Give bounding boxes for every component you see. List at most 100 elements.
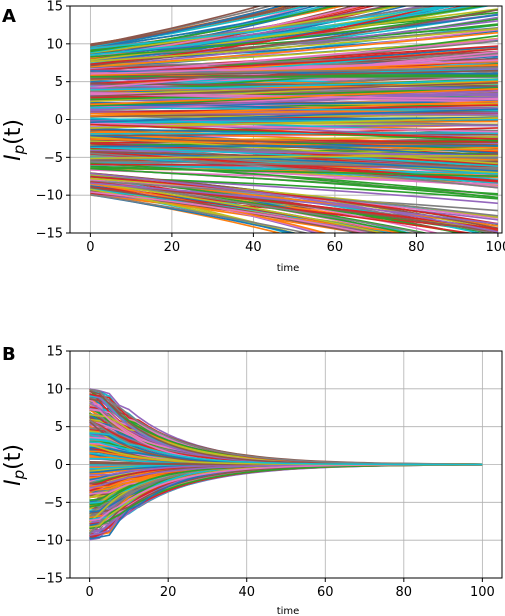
panel-a-ticks: 0 20 40 60 80 100 −15 −10 −5 0 5 10 15 xyxy=(36,0,505,255)
series-line xyxy=(90,52,498,68)
series-line xyxy=(90,75,498,78)
x-tick-label: 0 xyxy=(85,585,93,600)
series-line xyxy=(90,88,498,106)
panel-b-xlabel: time xyxy=(277,606,300,616)
series-line xyxy=(89,432,483,466)
series-line xyxy=(90,59,498,75)
x-tick-label: 20 xyxy=(160,585,177,600)
y-tick-label: 5 xyxy=(55,420,63,435)
series-line xyxy=(90,146,498,167)
x-tick-label: 80 xyxy=(396,585,413,600)
y-tick-label: 15 xyxy=(46,0,63,15)
y-tick-label: 5 xyxy=(55,75,63,90)
y-tick-label: −15 xyxy=(36,227,63,242)
series-line xyxy=(90,172,499,233)
x-tick-label: 20 xyxy=(164,240,181,255)
series-line xyxy=(90,89,498,111)
series-line xyxy=(90,6,405,54)
series-line xyxy=(90,100,498,117)
panel-b-chart: B Ip(t) 0 20 40 60 80 100 −15 −10 −5 0 5 10 15 time xyxy=(1,344,503,616)
series-line xyxy=(90,138,498,146)
x-tick-label: 40 xyxy=(238,585,255,600)
series-line xyxy=(90,28,498,63)
panel-a-ylabel: Ip(t) xyxy=(1,119,28,161)
panel-b-ylabel-sub: p xyxy=(10,470,28,481)
x-tick-label: 40 xyxy=(245,240,262,255)
y-tick-label: 15 xyxy=(46,345,63,360)
panel-a-series xyxy=(90,6,499,233)
series-line xyxy=(90,175,499,225)
panel-b-ylabel-main: I xyxy=(1,479,26,486)
series-line xyxy=(90,6,263,47)
series-line xyxy=(90,191,372,233)
series-line xyxy=(90,69,498,80)
svg-text:Ip(t): Ip(t) xyxy=(1,119,28,161)
series-line xyxy=(90,181,426,233)
series-line xyxy=(90,108,498,124)
x-tick-label: 100 xyxy=(470,585,495,600)
y-tick-label: −5 xyxy=(44,496,63,511)
series-line xyxy=(90,78,498,91)
panel-a-xlabel: time xyxy=(277,263,300,274)
panel-a-label: A xyxy=(2,6,16,27)
series-line xyxy=(90,150,498,172)
series-line xyxy=(90,122,498,126)
series-line xyxy=(90,8,499,58)
series-line xyxy=(90,6,449,50)
series-line xyxy=(90,141,498,147)
series-line xyxy=(90,193,310,233)
y-tick-label: 0 xyxy=(55,458,63,473)
series-line xyxy=(90,9,499,67)
panel-b-ylabel-tail: (t) xyxy=(1,444,26,470)
panel-b-label: B xyxy=(2,344,16,365)
series-line xyxy=(90,167,498,195)
series-line xyxy=(90,188,298,233)
series-line xyxy=(90,6,459,56)
x-tick-label: 60 xyxy=(317,585,334,600)
y-tick-label: 10 xyxy=(46,382,63,397)
panel-a-ylabel-tail: (t) xyxy=(1,119,26,145)
panel-a-chart: A Ip(t) 0 20 40 60 80 100 −15 −10 −5 0 5 10 15 time xyxy=(1,0,505,274)
series-line xyxy=(90,181,387,233)
panel-b-ylabel: Ip(t) xyxy=(1,444,28,486)
series-line xyxy=(90,82,498,98)
panel-a-ylabel-main: I xyxy=(1,154,26,161)
series-line xyxy=(90,87,498,101)
x-tick-label: 80 xyxy=(408,240,425,255)
y-tick-label: −5 xyxy=(44,151,63,166)
series-line xyxy=(90,31,498,68)
series-line xyxy=(90,38,498,74)
series-line xyxy=(90,167,498,177)
series-line xyxy=(90,122,498,133)
panel-a-ylabel-sub: p xyxy=(10,145,28,156)
svg-text:Ip(t): Ip(t) xyxy=(1,444,28,486)
y-tick-label: −10 xyxy=(36,189,63,204)
series-line xyxy=(90,6,363,58)
series-line xyxy=(90,6,284,50)
series-line xyxy=(90,132,498,135)
y-tick-label: 0 xyxy=(55,113,63,128)
series-line xyxy=(90,100,498,107)
series-line xyxy=(90,27,498,58)
series-line xyxy=(90,193,297,233)
series-line xyxy=(90,6,337,53)
series-line xyxy=(90,6,302,45)
series-line xyxy=(90,182,498,225)
series-line xyxy=(90,145,498,148)
x-tick-label: 100 xyxy=(486,240,505,255)
series-line xyxy=(90,154,498,160)
series-line xyxy=(90,182,328,233)
panel-b-ticks: 0 20 40 60 80 100 −15 −10 −5 0 5 10 15 xyxy=(36,345,495,601)
series-line xyxy=(90,138,498,152)
series-line xyxy=(90,123,498,140)
series-line xyxy=(90,183,499,233)
series-line xyxy=(90,66,498,75)
series-line xyxy=(90,149,498,157)
x-tick-label: 0 xyxy=(86,240,94,255)
panel-b-series xyxy=(88,388,483,541)
series-line xyxy=(90,162,498,196)
series-line xyxy=(90,186,475,233)
x-tick-label: 60 xyxy=(327,240,344,255)
y-tick-label: −15 xyxy=(36,572,63,587)
